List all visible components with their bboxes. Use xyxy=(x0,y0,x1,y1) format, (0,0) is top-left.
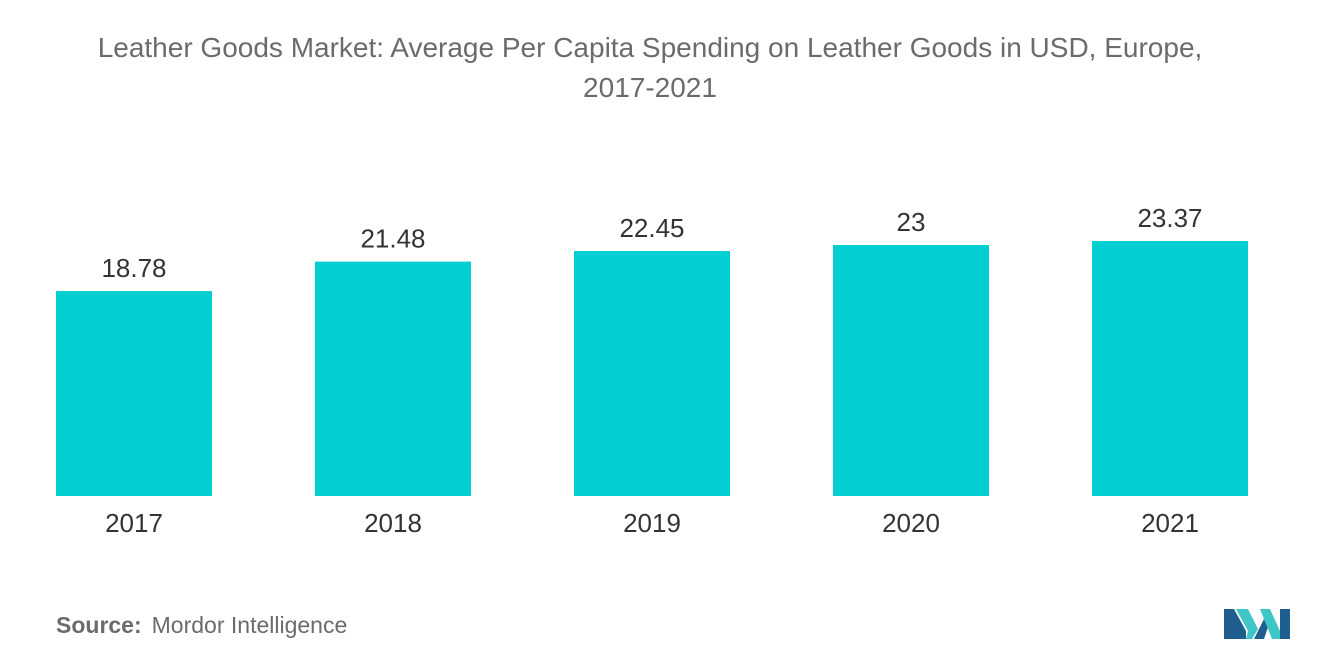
chart-title-line-1: Leather Goods Market: Average Per Capita… xyxy=(97,32,1203,63)
mordor-intelligence-logo-icon xyxy=(1224,609,1290,639)
bar-2017 xyxy=(56,291,212,496)
data-label-2018: 21.48 xyxy=(360,224,425,254)
data-label-2021: 23.37 xyxy=(1137,203,1202,233)
x-tick-label-2020: 2020 xyxy=(882,508,940,538)
source-note: Source: Mordor Intelligence xyxy=(56,612,347,639)
source-text: Mordor Intelligence xyxy=(151,612,348,638)
data-label-2020: 23 xyxy=(897,207,926,237)
x-tick-label-2018: 2018 xyxy=(364,508,422,538)
x-tick-label-2021: 2021 xyxy=(1141,508,1199,538)
data-label-2017: 18.78 xyxy=(101,253,166,283)
x-tick-label-2019: 2019 xyxy=(623,508,681,538)
x-tick-label-2017: 2017 xyxy=(105,508,163,538)
bar-2018 xyxy=(315,261,471,496)
source-label: Source: xyxy=(56,612,142,638)
bar-2021 xyxy=(1092,241,1248,496)
bar-2020 xyxy=(833,245,989,496)
chart-title-line-2: 2017-2021 xyxy=(583,72,717,103)
data-label-2019: 22.45 xyxy=(619,213,684,243)
bar-2019 xyxy=(574,251,730,496)
chart-title: Leather Goods Market: Average Per Capita… xyxy=(0,28,1300,108)
